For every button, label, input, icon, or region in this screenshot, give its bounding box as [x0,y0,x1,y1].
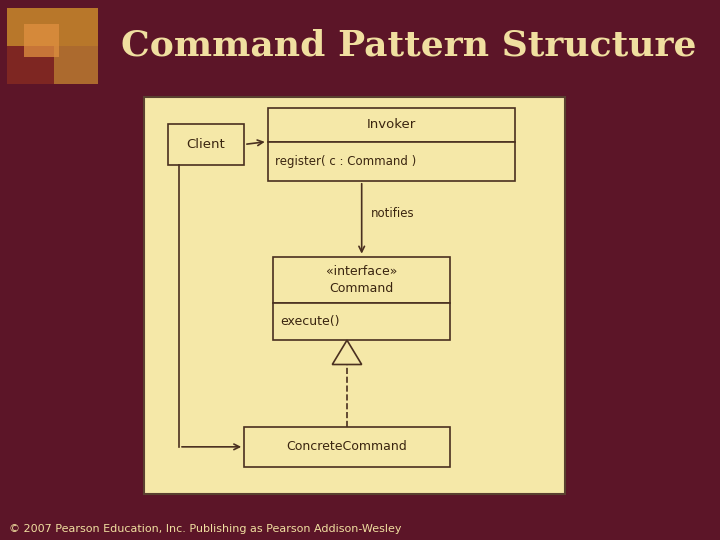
Bar [54,46,98,84]
Bar [274,302,450,340]
Text: Invoker: Invoker [366,118,415,131]
Text: notifies: notifies [371,207,414,220]
Bar [274,256,450,302]
Bar [7,46,54,84]
Bar [7,8,98,46]
Text: Command Pattern Structure: Command Pattern Structure [120,29,696,63]
Text: «interface»
Command: «interface» Command [326,265,397,294]
Text: Client: Client [186,138,225,151]
Bar [24,24,59,57]
Text: © 2007 Pearson Education, Inc. Publishing as Pearson Addison-Wesley: © 2007 Pearson Education, Inc. Publishin… [9,523,401,534]
Bar [144,97,564,494]
Bar [244,427,450,467]
Bar [7,8,98,84]
Bar [268,108,515,141]
Bar [168,124,244,165]
Text: ConcreteCommand: ConcreteCommand [287,440,408,454]
Text: execute(): execute() [281,315,340,328]
Polygon shape [333,340,361,364]
Text: register( c : Command ): register( c : Command ) [274,155,416,168]
Bar [268,141,515,181]
